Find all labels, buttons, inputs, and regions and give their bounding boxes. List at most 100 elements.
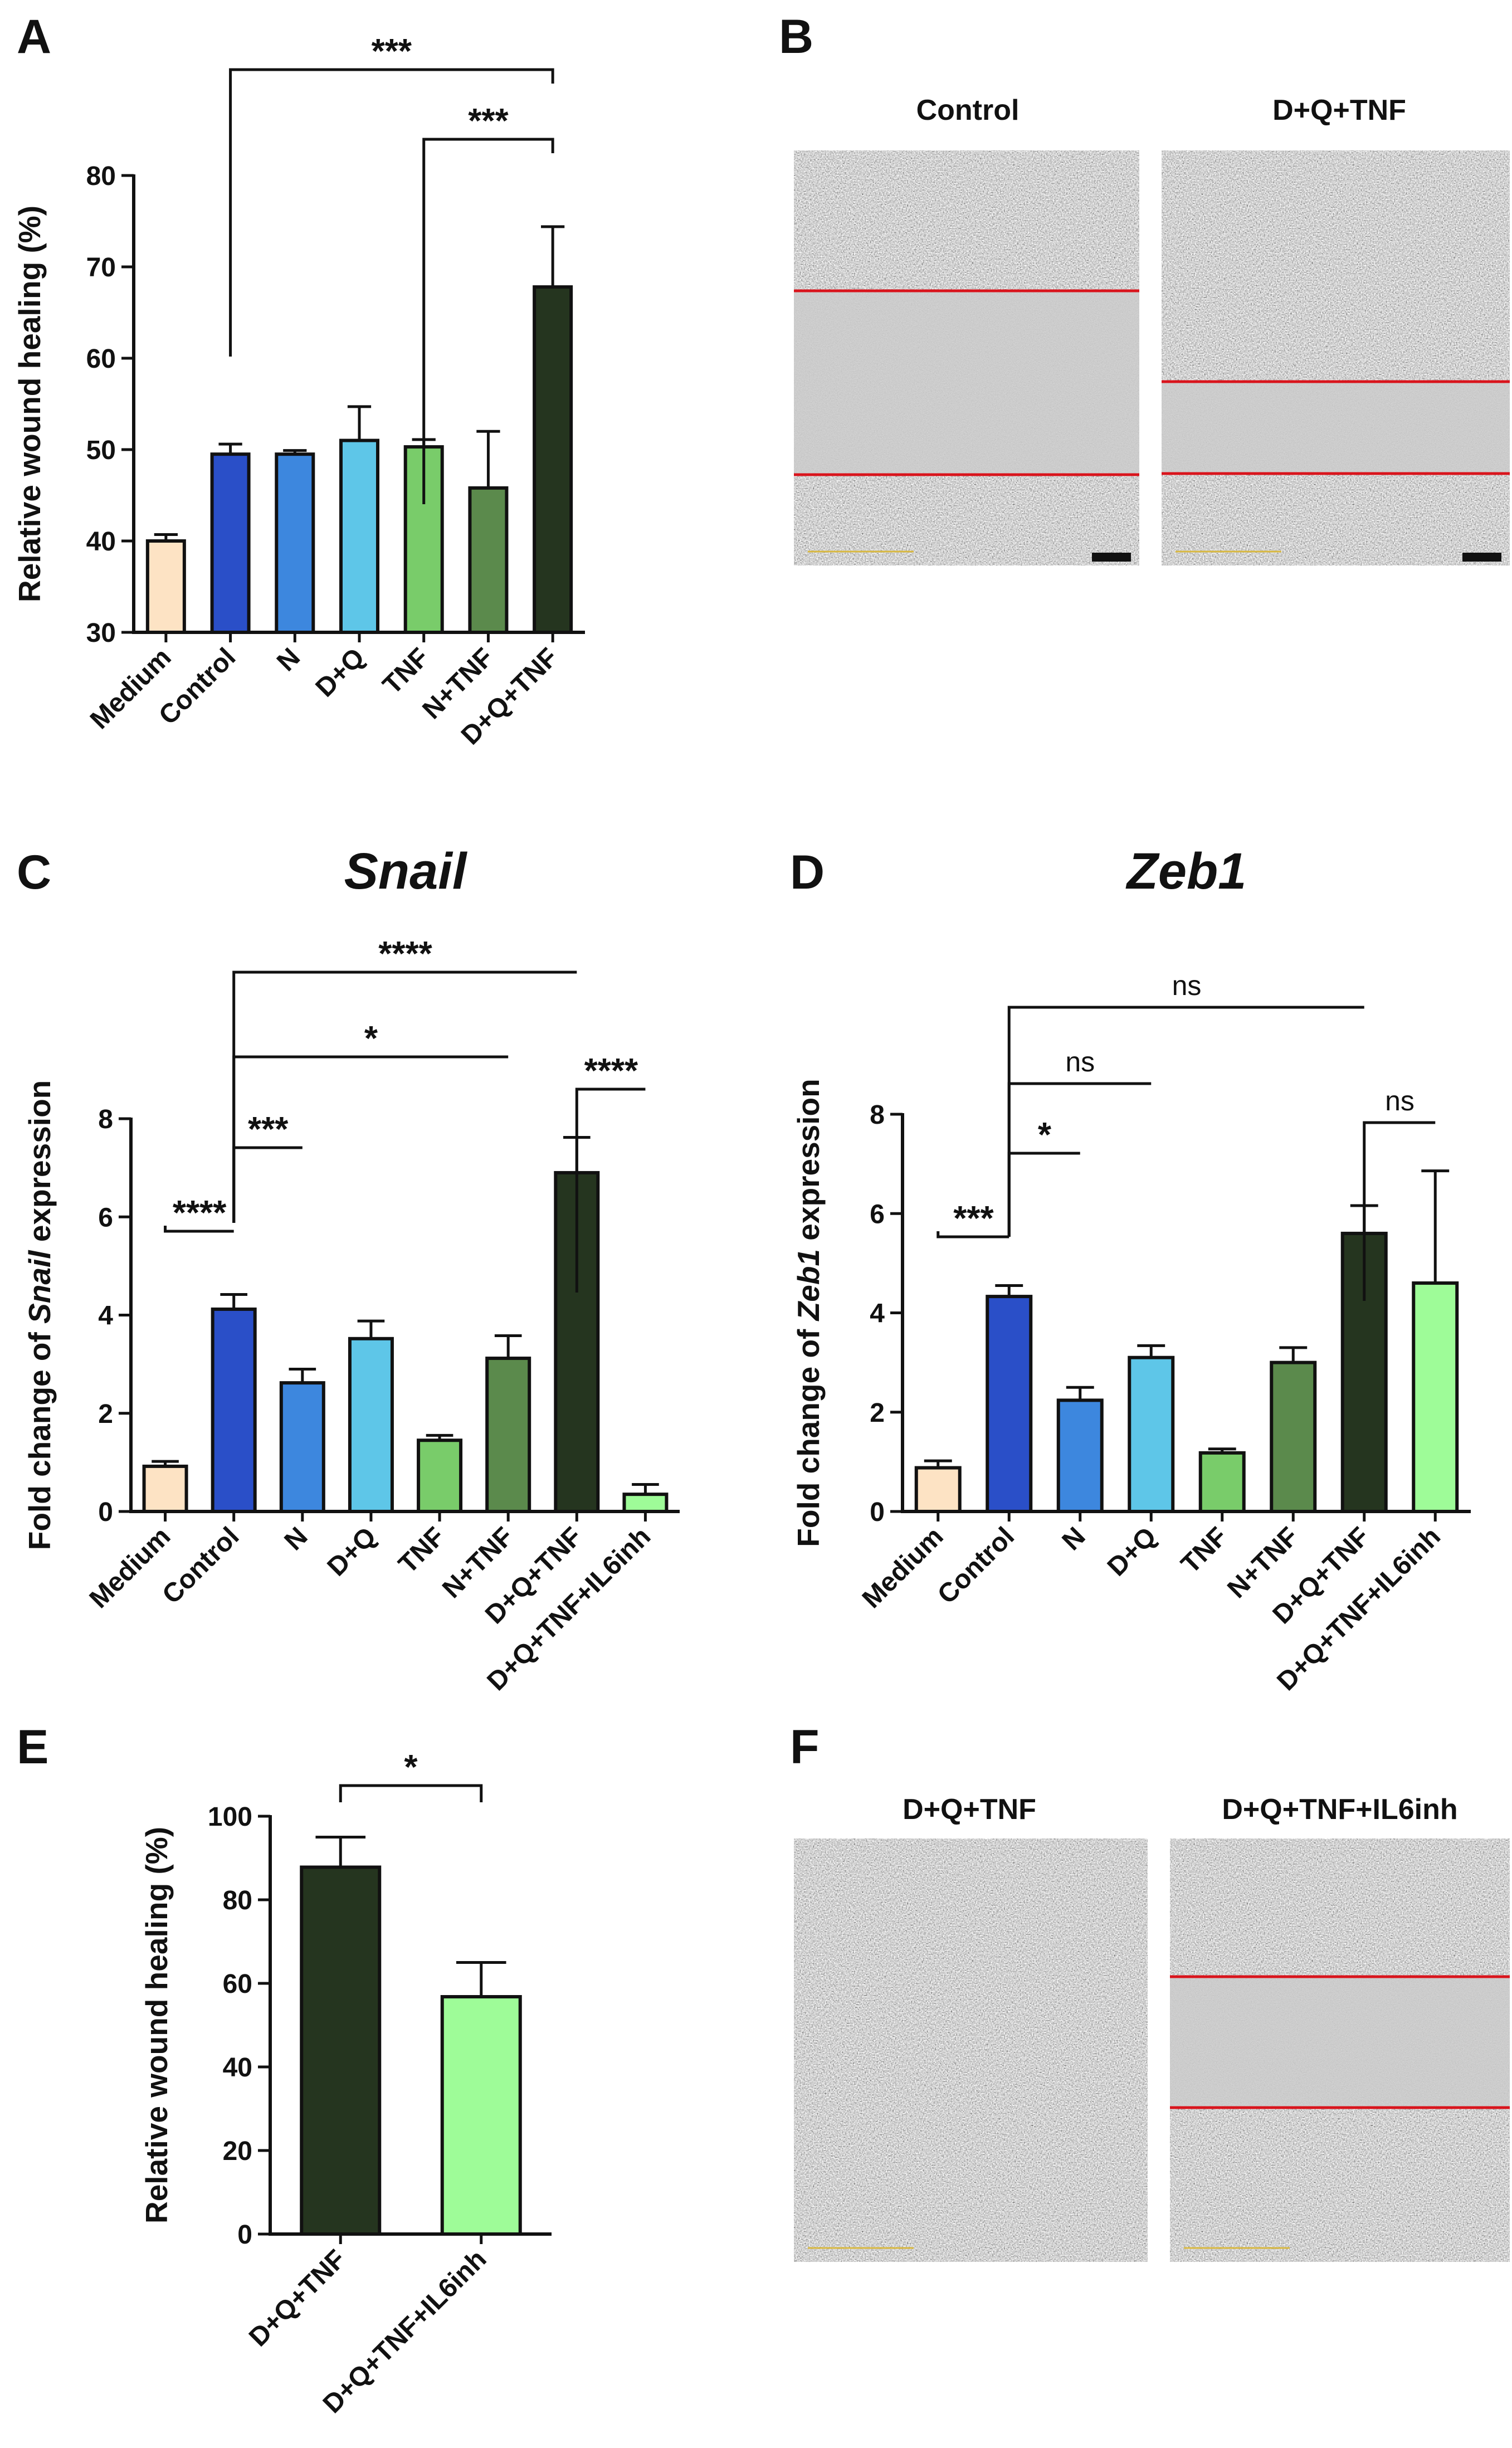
bar-d-q-tnf [300, 1865, 382, 2236]
significance-bracket [1007, 1006, 1364, 1237]
significance-label: ns [1065, 1046, 1095, 1077]
panel-letter-a: A [17, 10, 51, 64]
significance-label: **** [173, 1194, 227, 1232]
y-axis-title-part: expression [791, 1079, 826, 1249]
y-tick-label: 40 [86, 527, 116, 557]
y-axis-title-part: Fold change of [791, 1320, 826, 1547]
y-tick-label: 6 [870, 1199, 885, 1229]
panel-letter-d: D [790, 846, 825, 899]
x-category-label: Medium [85, 642, 177, 735]
x-category-label: D+Q [322, 1522, 382, 1582]
significance-bracket [164, 1226, 234, 1233]
x-category-label: D+Q [1102, 1522, 1162, 1582]
bar-control [210, 452, 251, 634]
significance-bracket [937, 1231, 1009, 1238]
bar-d-q [339, 438, 379, 634]
y-tick-label: 80 [223, 1886, 252, 1915]
panel-letter-c: C [17, 846, 51, 899]
y-axis-title: Relative wound healing (%) [12, 206, 47, 602]
significance-label: *** [468, 102, 509, 140]
bar-control [986, 1295, 1033, 1514]
x-category-label: D+Q+TNF [243, 2244, 352, 2352]
bar-medium [914, 1466, 962, 1514]
significance-label: **** [584, 1052, 638, 1090]
bar-d-q [348, 1337, 394, 1514]
significance-bracket [1363, 1121, 1436, 1301]
micrograph-f-left [794, 1839, 1148, 2262]
bar-d-q-tnf-il6inh [1412, 1281, 1459, 1513]
micrograph-f-right-label: D+Q+TNF+IL6inh [1222, 1793, 1457, 1826]
y-axis-title-part: Relative wound healing (%) [12, 206, 47, 602]
y-axis-title-part: Snail [22, 1250, 57, 1324]
y-tick-label: 2 [98, 1399, 113, 1429]
bar-n-tnf [485, 1357, 531, 1514]
y-tick-label: 40 [223, 2053, 252, 2083]
significance-label: *** [372, 32, 412, 71]
significance-bracket [229, 68, 554, 357]
bar-d-q-tnf [533, 285, 573, 634]
scale-label-box [1462, 553, 1501, 562]
y-axis-title-part: Fold change of [22, 1324, 57, 1550]
bar-control [211, 1307, 257, 1514]
y-axis-title-part: Zeb1 [791, 1249, 826, 1321]
bar-n [279, 1381, 325, 1514]
x-category-label: N [279, 1522, 314, 1556]
y-tick-label: 60 [86, 344, 116, 374]
chart-title: Snail [344, 843, 468, 900]
scale-label-box [1092, 553, 1131, 562]
bar-medium [145, 539, 186, 634]
panel-letter-e: E [17, 1720, 48, 1774]
y-tick-label: 8 [870, 1100, 885, 1130]
y-axis-title: Relative wound healing (%) [139, 1827, 174, 2223]
significance-bracket [422, 138, 554, 504]
y-tick-label: 70 [86, 253, 116, 282]
micrograph-f-right [1170, 1839, 1510, 2262]
bar-d-q [1128, 1355, 1175, 1513]
y-axis-title: Fold change of Snail expression [22, 1080, 57, 1550]
bar-n [1056, 1398, 1104, 1514]
y-tick-label: 6 [98, 1203, 113, 1232]
y-tick-label: 30 [86, 618, 116, 648]
y-tick-label: 2 [870, 1398, 885, 1428]
significance-label: *** [953, 1199, 994, 1238]
x-category-label: Control [157, 1522, 245, 1610]
bar-tnf [1198, 1451, 1246, 1514]
bar-tnf [417, 1438, 463, 1513]
x-category-label: Medium [84, 1522, 177, 1614]
y-tick-label: 4 [98, 1301, 113, 1331]
bar-medium [142, 1464, 188, 1514]
y-tick-label: 8 [98, 1105, 113, 1134]
y-tick-label: 4 [870, 1299, 885, 1329]
x-category-label: TNF [393, 1522, 450, 1579]
panel-letter-b: B [779, 10, 813, 64]
y-axis-title-part: Relative wound healing (%) [139, 1827, 174, 2223]
chart-c-snail-expression: Snail 0 2 4 6 8 Fold change of Snail expressio… [22, 843, 680, 1696]
panel-b-micrographs: Control D+Q+TNF [794, 94, 1510, 565]
y-tick-label: 80 [86, 162, 116, 191]
y-tick-label: 0 [98, 1498, 113, 1527]
y-tick-label: 0 [237, 2220, 252, 2250]
x-category-label: Control [932, 1522, 1020, 1610]
micrograph-b-right-label: D+Q+TNF [1272, 94, 1406, 126]
significance-bracket [1007, 1152, 1080, 1237]
y-tick-label: 20 [223, 2137, 252, 2166]
bar-d-q-tnf-il6inh [622, 1493, 669, 1513]
y-tick-label: 60 [223, 1969, 252, 1999]
panel-letter-f: F [790, 1720, 820, 1774]
panel-f-micrographs: D+Q+TNF D+Q+TNF+IL6inh [794, 1793, 1510, 2262]
x-category-label: N [1057, 1522, 1091, 1556]
x-category-label: TNF [377, 642, 435, 700]
micrograph-b-left-label: Control [916, 94, 1020, 126]
x-category-label: D+Q [310, 642, 370, 703]
y-axis-title: Fold change of Zeb1 expression [791, 1079, 826, 1547]
significance-bracket [232, 1146, 303, 1223]
micrograph-b-right [1162, 150, 1510, 565]
significance-label: ns [1385, 1085, 1415, 1116]
bar-d-q-tnf-il6inh [440, 1995, 522, 2236]
y-tick-label: 100 [208, 1802, 252, 1832]
chart-a-wound-healing: 30 40 50 60 70 80 Relative wound healing (%) Me… [12, 32, 585, 750]
micrograph-b-left [794, 150, 1139, 565]
significance-bracket [339, 1784, 483, 1802]
bar-n-tnf [468, 486, 509, 634]
